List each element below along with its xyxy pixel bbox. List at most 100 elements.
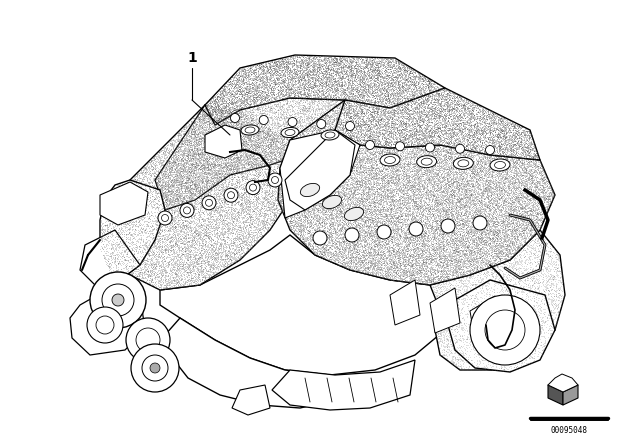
Point [371,93,381,100]
Point [125,221,136,228]
Point [424,237,434,244]
Point [193,161,203,168]
Point [400,184,410,191]
Point [186,220,196,227]
Point [220,160,230,167]
Point [492,162,502,169]
Point [471,348,481,355]
Point [243,232,253,239]
Point [484,157,495,164]
Point [120,190,130,198]
Point [280,76,290,83]
Point [472,303,482,310]
Point [403,140,413,147]
Point [412,109,422,116]
Point [356,161,366,168]
Point [540,247,550,254]
Point [337,222,348,229]
Point [312,164,323,171]
Point [246,116,256,124]
Point [252,172,262,179]
Point [419,185,429,193]
Point [219,198,229,205]
Point [513,288,524,295]
Point [337,105,348,112]
Point [208,129,218,136]
Point [440,227,451,234]
Point [383,66,394,73]
Point [279,127,289,134]
Point [245,177,255,184]
Point [192,189,202,196]
Point [275,135,285,142]
Point [408,233,419,240]
Point [497,202,508,210]
Point [330,215,340,223]
Point [243,224,253,232]
Point [241,107,251,114]
Point [380,142,390,149]
Point [527,314,537,321]
Point [525,306,536,313]
Point [212,177,223,185]
Point [195,164,205,171]
Point [156,171,166,178]
Point [171,164,181,171]
Point [353,222,364,229]
Point [330,222,340,229]
Point [298,230,308,237]
Point [196,137,207,144]
Point [433,276,444,283]
Point [383,167,394,174]
Point [383,57,394,64]
Point [277,177,287,184]
Point [403,70,413,78]
Point [345,208,355,215]
Point [343,125,353,132]
Point [476,146,486,154]
Point [403,193,413,200]
Point [354,193,364,200]
Point [387,166,397,173]
Point [170,241,180,248]
Point [363,155,373,162]
Point [325,184,335,191]
Point [294,149,304,156]
Point [226,240,236,247]
Point [196,181,206,188]
Point [372,75,382,82]
Point [340,94,351,101]
Point [479,311,490,319]
Point [444,87,454,95]
Point [149,241,159,249]
Point [522,144,532,151]
Point [383,73,394,81]
Point [509,141,519,148]
Point [179,194,189,201]
Point [344,225,355,232]
Point [373,249,383,256]
Point [344,95,355,103]
Point [353,123,364,130]
Point [403,230,413,237]
Point [96,212,106,220]
Point [380,137,390,144]
Point [493,316,503,323]
Point [367,227,378,234]
Point [333,75,344,82]
Point [470,203,480,211]
Point [467,117,477,124]
Point [218,104,228,111]
Point [328,124,338,131]
Point [412,199,422,206]
Point [403,78,413,86]
Point [435,241,445,248]
Point [213,170,223,177]
Point [429,172,439,180]
Point [133,221,143,228]
Point [482,221,492,228]
Point [509,121,519,128]
Point [435,211,445,219]
Point [214,108,224,115]
Point [513,321,524,328]
